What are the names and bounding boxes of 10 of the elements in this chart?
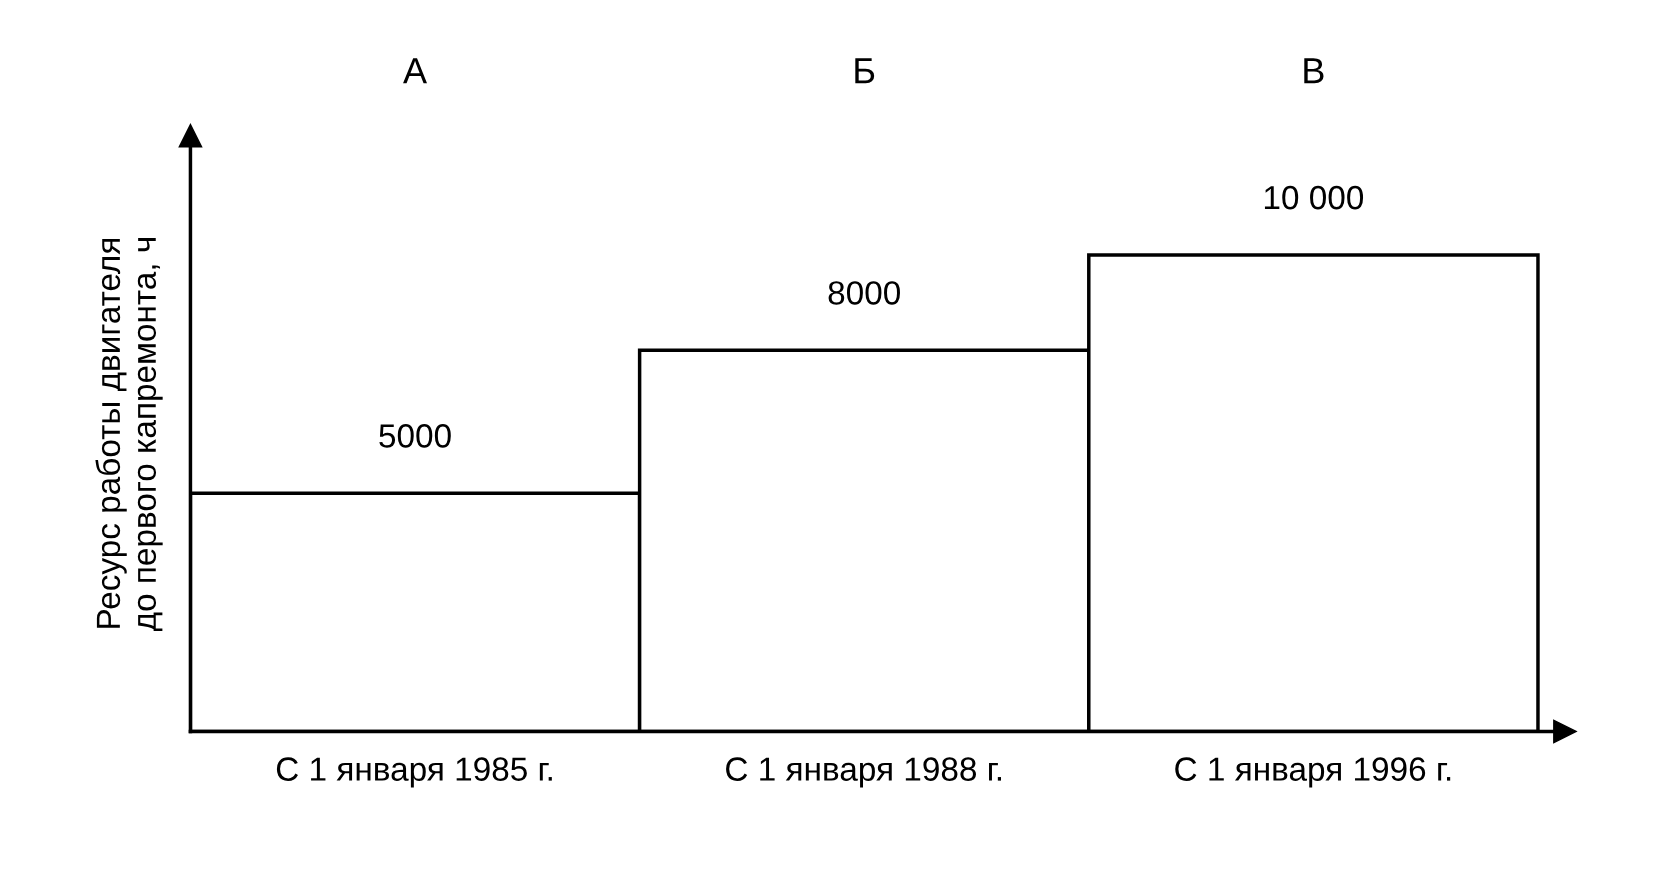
y-axis-title: Ресурс работы двигателя до первого капремонта, ч (95, 238, 163, 632)
text: Б (855, 58, 875, 84)
x-tick-label: С 1 января 1985 г. (276, 757, 552, 788)
data-label: 5000 (379, 424, 451, 448)
text: В (1304, 58, 1324, 84)
x-tick-label: С 1 января 1996 г. (1175, 757, 1451, 788)
x-tick-label: С 1 января 1988 г. (726, 757, 1002, 788)
text: А (403, 58, 427, 84)
data-label: 8000 (828, 281, 900, 305)
data-label: 10 000 (1264, 185, 1364, 210)
